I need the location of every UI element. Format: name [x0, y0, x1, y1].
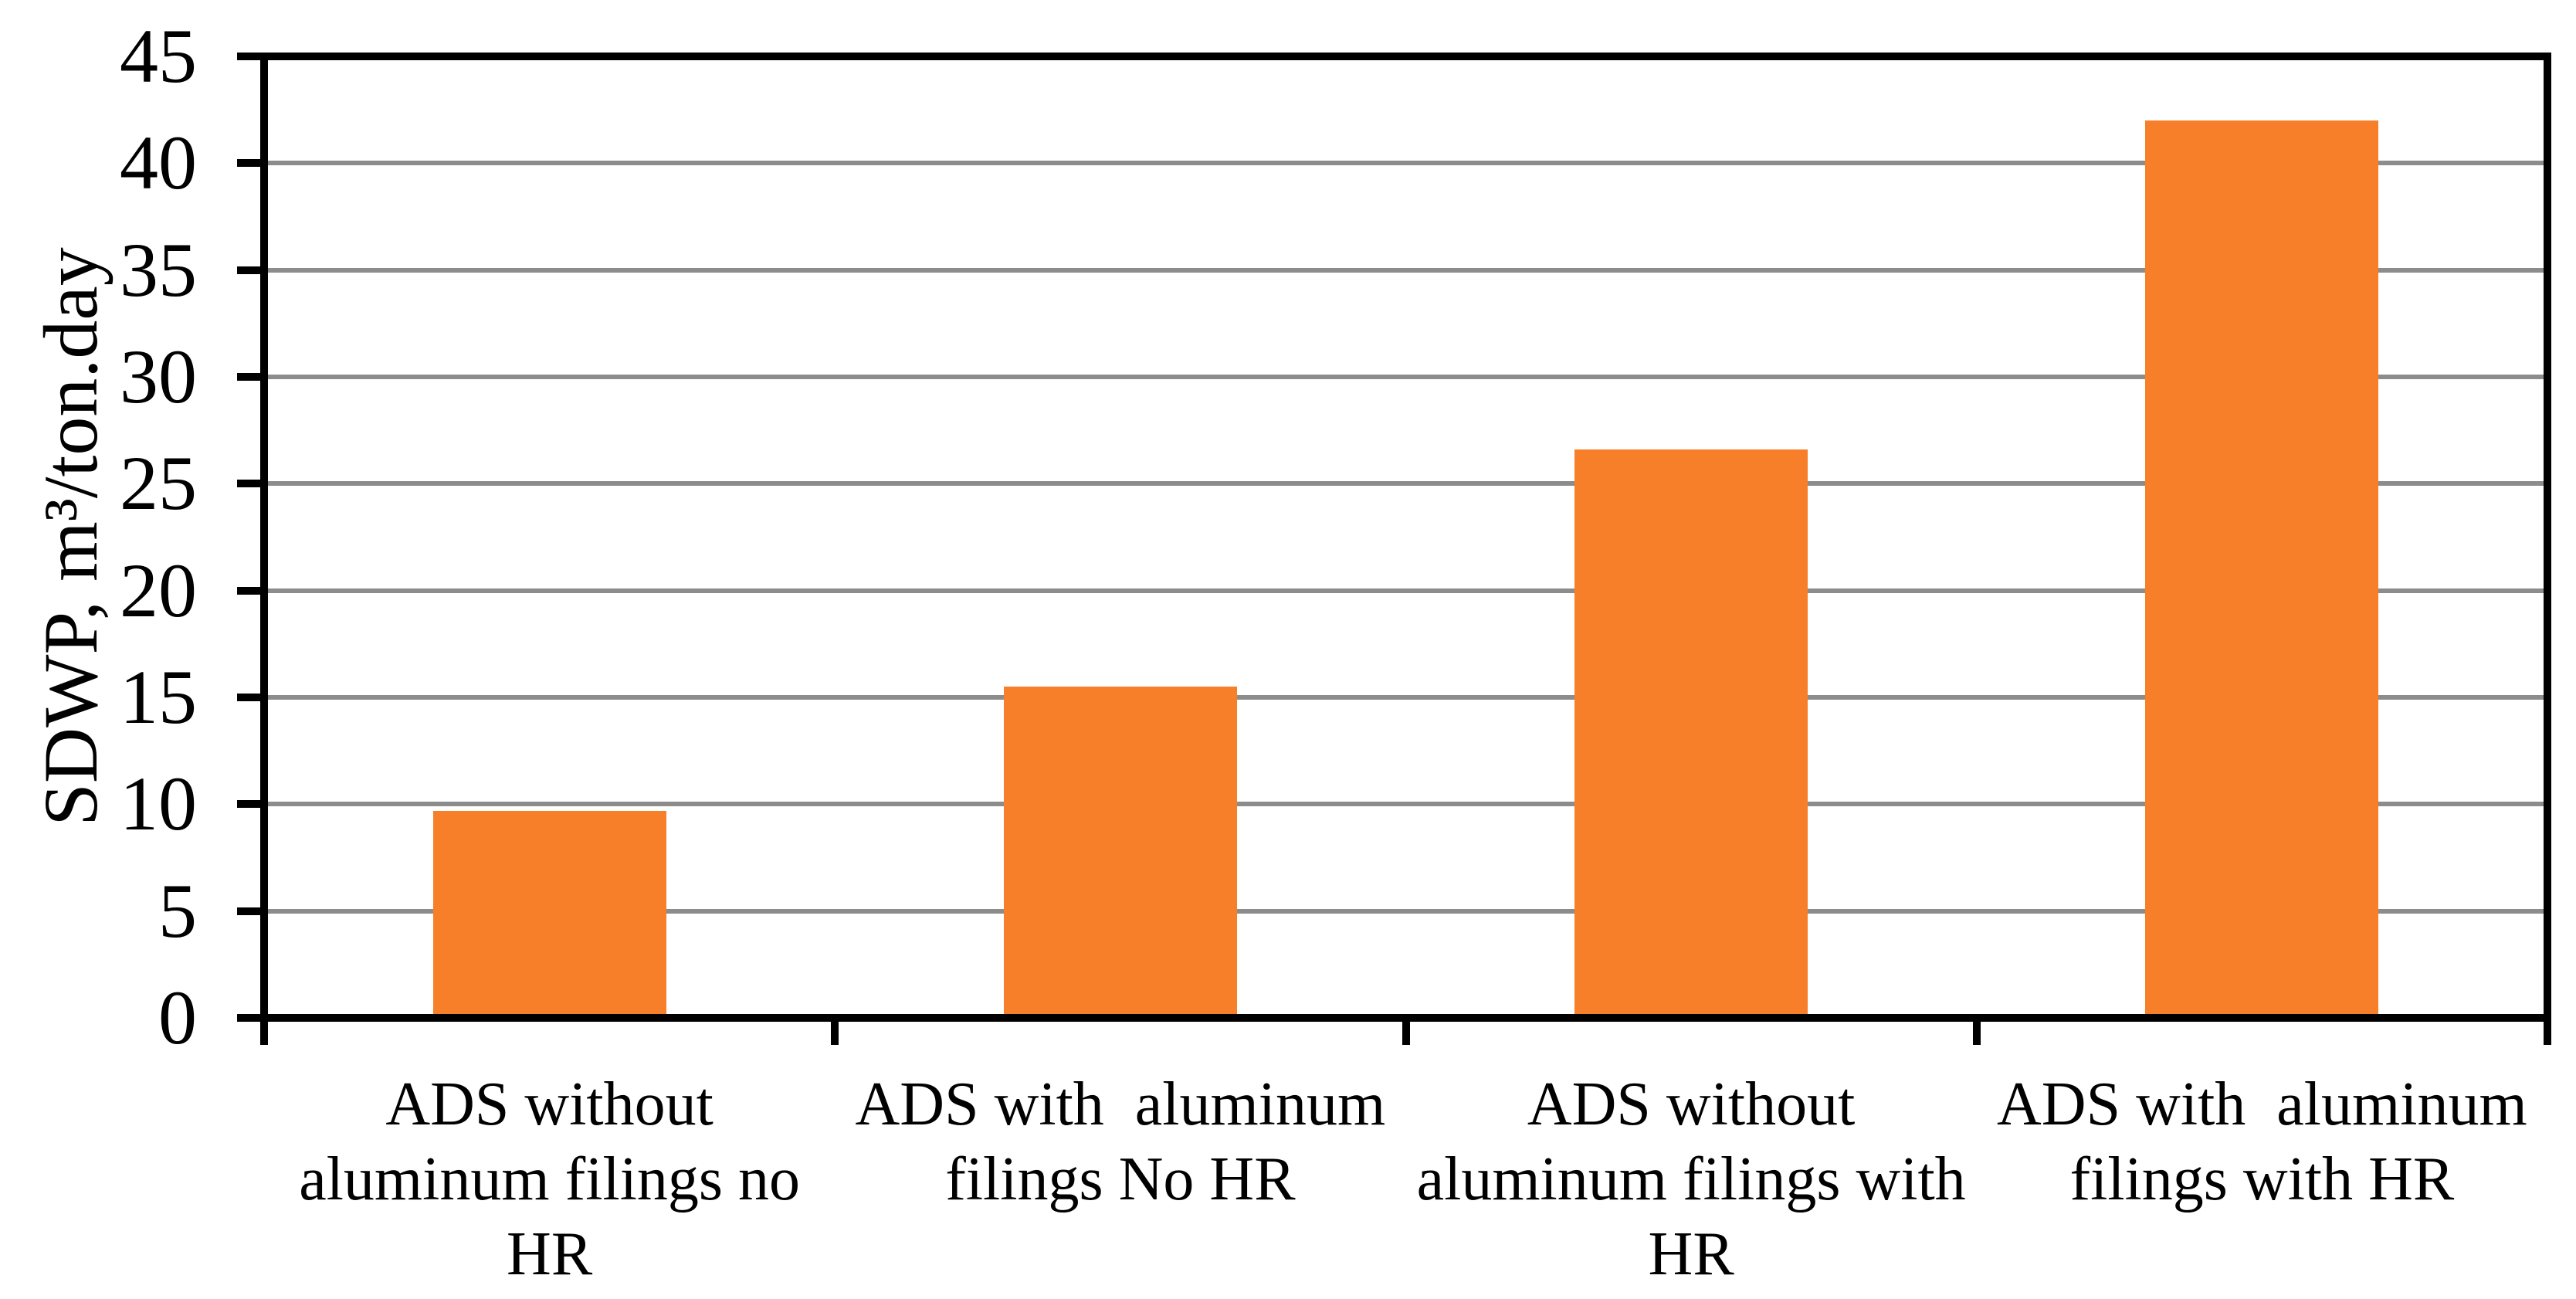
bar — [1003, 687, 1237, 1014]
y-axis-tick — [237, 53, 260, 60]
y-tick-label: 25 — [120, 440, 197, 527]
y-tick-label: 0 — [158, 975, 197, 1060]
bar — [2145, 120, 2379, 1014]
y-axis-tick — [237, 373, 260, 381]
x-axis-tick — [831, 1022, 839, 1045]
y-axis-tick — [237, 586, 260, 595]
y-axis-tick — [237, 800, 260, 809]
gridline — [268, 695, 2544, 700]
x-axis-category-label: ADS with aluminum filings No HR — [855, 1070, 1386, 1213]
y-tick-label: 20 — [120, 547, 197, 633]
bar — [1574, 449, 1808, 1014]
y-axis-tick — [237, 1014, 260, 1022]
x-axis-tick — [1972, 1022, 1981, 1045]
x-axis-tick — [2544, 1022, 2551, 1045]
gridline — [268, 375, 2544, 379]
y-axis-tick — [237, 907, 260, 915]
y-tick-label: 15 — [120, 654, 197, 740]
gridline — [268, 908, 2544, 914]
y-axis-tick — [237, 159, 260, 168]
y-tick-label: 30 — [120, 334, 197, 419]
y-axis-tick — [237, 480, 260, 488]
y-tick-label: 45 — [120, 13, 197, 99]
y-axis-tick — [237, 266, 260, 274]
gridline — [268, 481, 2544, 487]
y-tick-label: 5 — [158, 867, 197, 954]
y-axis-tick — [237, 694, 260, 701]
gridline — [268, 802, 2544, 807]
y-tick-label: 35 — [120, 226, 197, 313]
x-axis-category-label: ADS without aluminum filings no HR — [299, 1070, 801, 1288]
x-axis-tick — [260, 1022, 268, 1045]
y-tick-label: 10 — [120, 761, 197, 847]
y-tick-label: 40 — [120, 120, 197, 206]
x-axis-category-label: ADS with aluminum filings with HR — [1997, 1070, 2527, 1213]
gridline — [268, 161, 2544, 166]
gridline — [268, 588, 2544, 593]
bar — [432, 810, 666, 1014]
gridline — [268, 267, 2544, 273]
x-axis-tick — [1402, 1022, 1410, 1045]
x-axis-category-label: ADS without aluminum filings with HR — [1416, 1070, 1966, 1288]
